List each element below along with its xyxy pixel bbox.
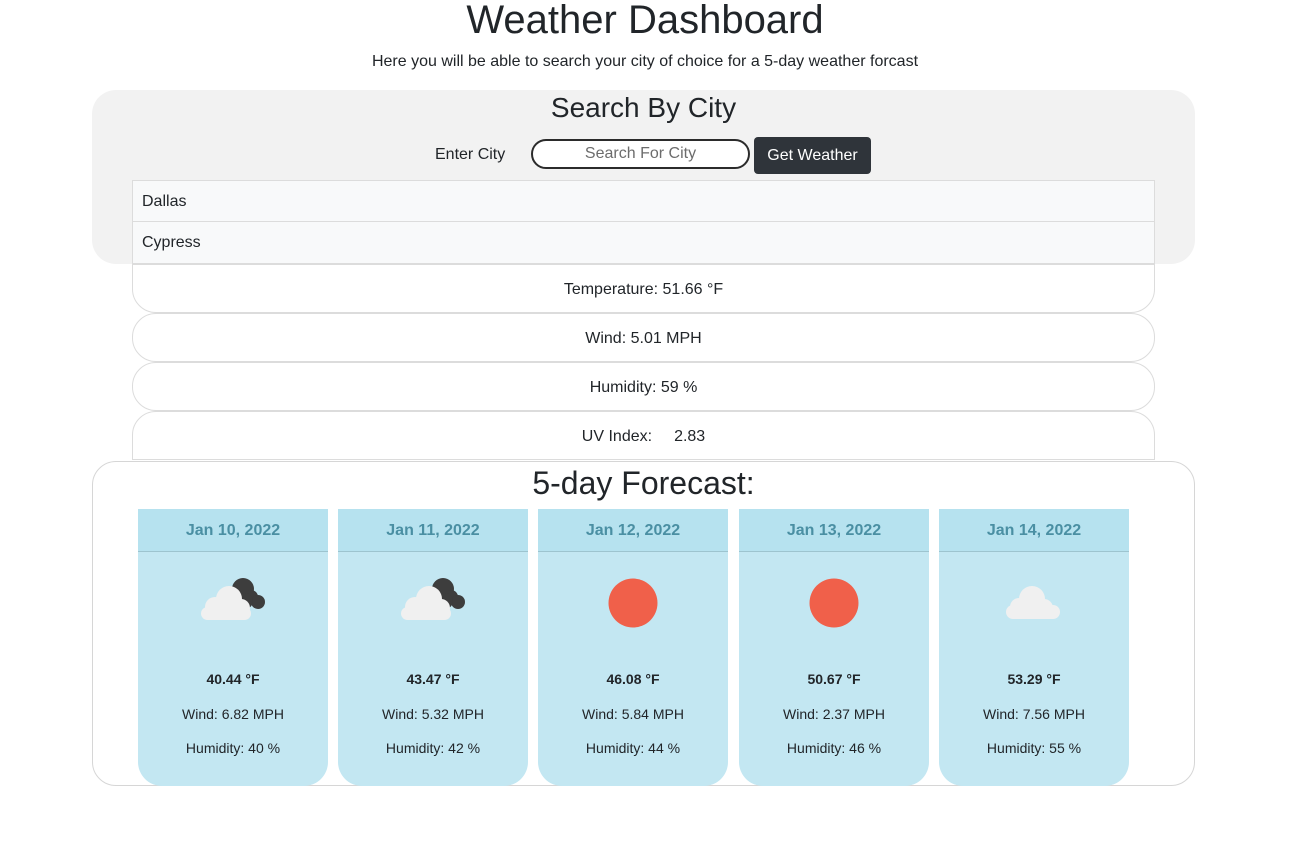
cloud-moon-icon <box>201 578 265 620</box>
forecast-wind: Wind: 7.56 MPH <box>983 706 1085 722</box>
sun-icon <box>608 578 658 628</box>
forecast-panel: 5-day Forecast: Jan 10, 2022 40.44 °F Wi… <box>92 461 1195 786</box>
history-item-dallas[interactable]: Dallas <box>132 180 1155 222</box>
forecast-card: Jan 11, 2022 43.47 °F Wind: 5.32 MPH Hum… <box>338 509 528 786</box>
current-humidity: Humidity: 59 % <box>132 362 1155 411</box>
cloud-moon-icon <box>401 578 465 620</box>
current-uv-index: UV Index: 2.83 <box>132 411 1155 460</box>
current-weather: Temperature: 51.66 °F Wind: 5.01 MPH Hum… <box>132 264 1155 460</box>
forecast-humidity: Humidity: 46 % <box>786 740 882 756</box>
forecast-date: Jan 11, 2022 <box>338 509 528 552</box>
forecast-card: Jan 13, 2022 50.67 °F Wind: 2.37 MPH Hum… <box>739 509 929 786</box>
forecast-date: Jan 10, 2022 <box>138 509 328 552</box>
uv-index-value: 2.83 <box>674 428 706 445</box>
get-weather-button[interactable]: Get Weather <box>754 137 871 174</box>
current-wind: Wind: 5.01 MPH <box>132 313 1155 362</box>
forecast-humidity: Humidity: 42 % <box>385 740 481 756</box>
forecast-temp: 40.44 °F <box>206 671 260 687</box>
forecast-date: Jan 14, 2022 <box>939 509 1129 552</box>
forecast-humidity: Humidity: 44 % <box>585 740 681 756</box>
forecast-temp: 53.29 °F <box>1007 671 1061 687</box>
search-title: Search By City <box>550 92 737 123</box>
forecast-card: Jan 14, 2022 53.29 °F Wind: 7.56 MPH Hum… <box>939 509 1129 786</box>
enter-city-label: Enter City <box>435 146 506 163</box>
uv-index-label: UV Index: <box>581 428 653 445</box>
forecast-title: 5-day Forecast: <box>532 465 755 501</box>
current-temperature: Temperature: 51.66 °F <box>132 264 1155 313</box>
page-title: Weather Dashboard <box>466 0 824 42</box>
forecast-date: Jan 12, 2022 <box>538 509 728 552</box>
forecast-wind: Wind: 2.37 MPH <box>783 706 885 722</box>
forecast-temp: 50.67 °F <box>807 671 861 687</box>
forecast-wind: Wind: 6.82 MPH <box>182 706 284 722</box>
forecast-card: Jan 10, 2022 40.44 °F Wind: 6.82 MPH Hum… <box>138 509 328 786</box>
cloud-icon <box>1006 586 1060 619</box>
forecast-humidity: Humidity: 55 % <box>986 740 1082 756</box>
forecast-date: Jan 13, 2022 <box>739 509 929 552</box>
forecast-wind: Wind: 5.32 MPH <box>382 706 484 722</box>
forecast-wind: Wind: 5.84 MPH <box>582 706 684 722</box>
city-search-input[interactable] <box>531 139 750 169</box>
page-subtitle: Here you will be able to search your cit… <box>371 53 919 70</box>
forecast-card: Jan 12, 2022 46.08 °F Wind: 5.84 MPH Hum… <box>538 509 728 786</box>
history-item-cypress[interactable]: Cypress <box>132 222 1155 264</box>
forecast-temp: 46.08 °F <box>606 671 660 687</box>
forecast-temp: 43.47 °F <box>406 671 460 687</box>
forecast-humidity: Humidity: 40 % <box>185 740 281 756</box>
sun-icon <box>809 578 859 628</box>
search-history-list: Dallas Cypress <box>132 180 1155 264</box>
